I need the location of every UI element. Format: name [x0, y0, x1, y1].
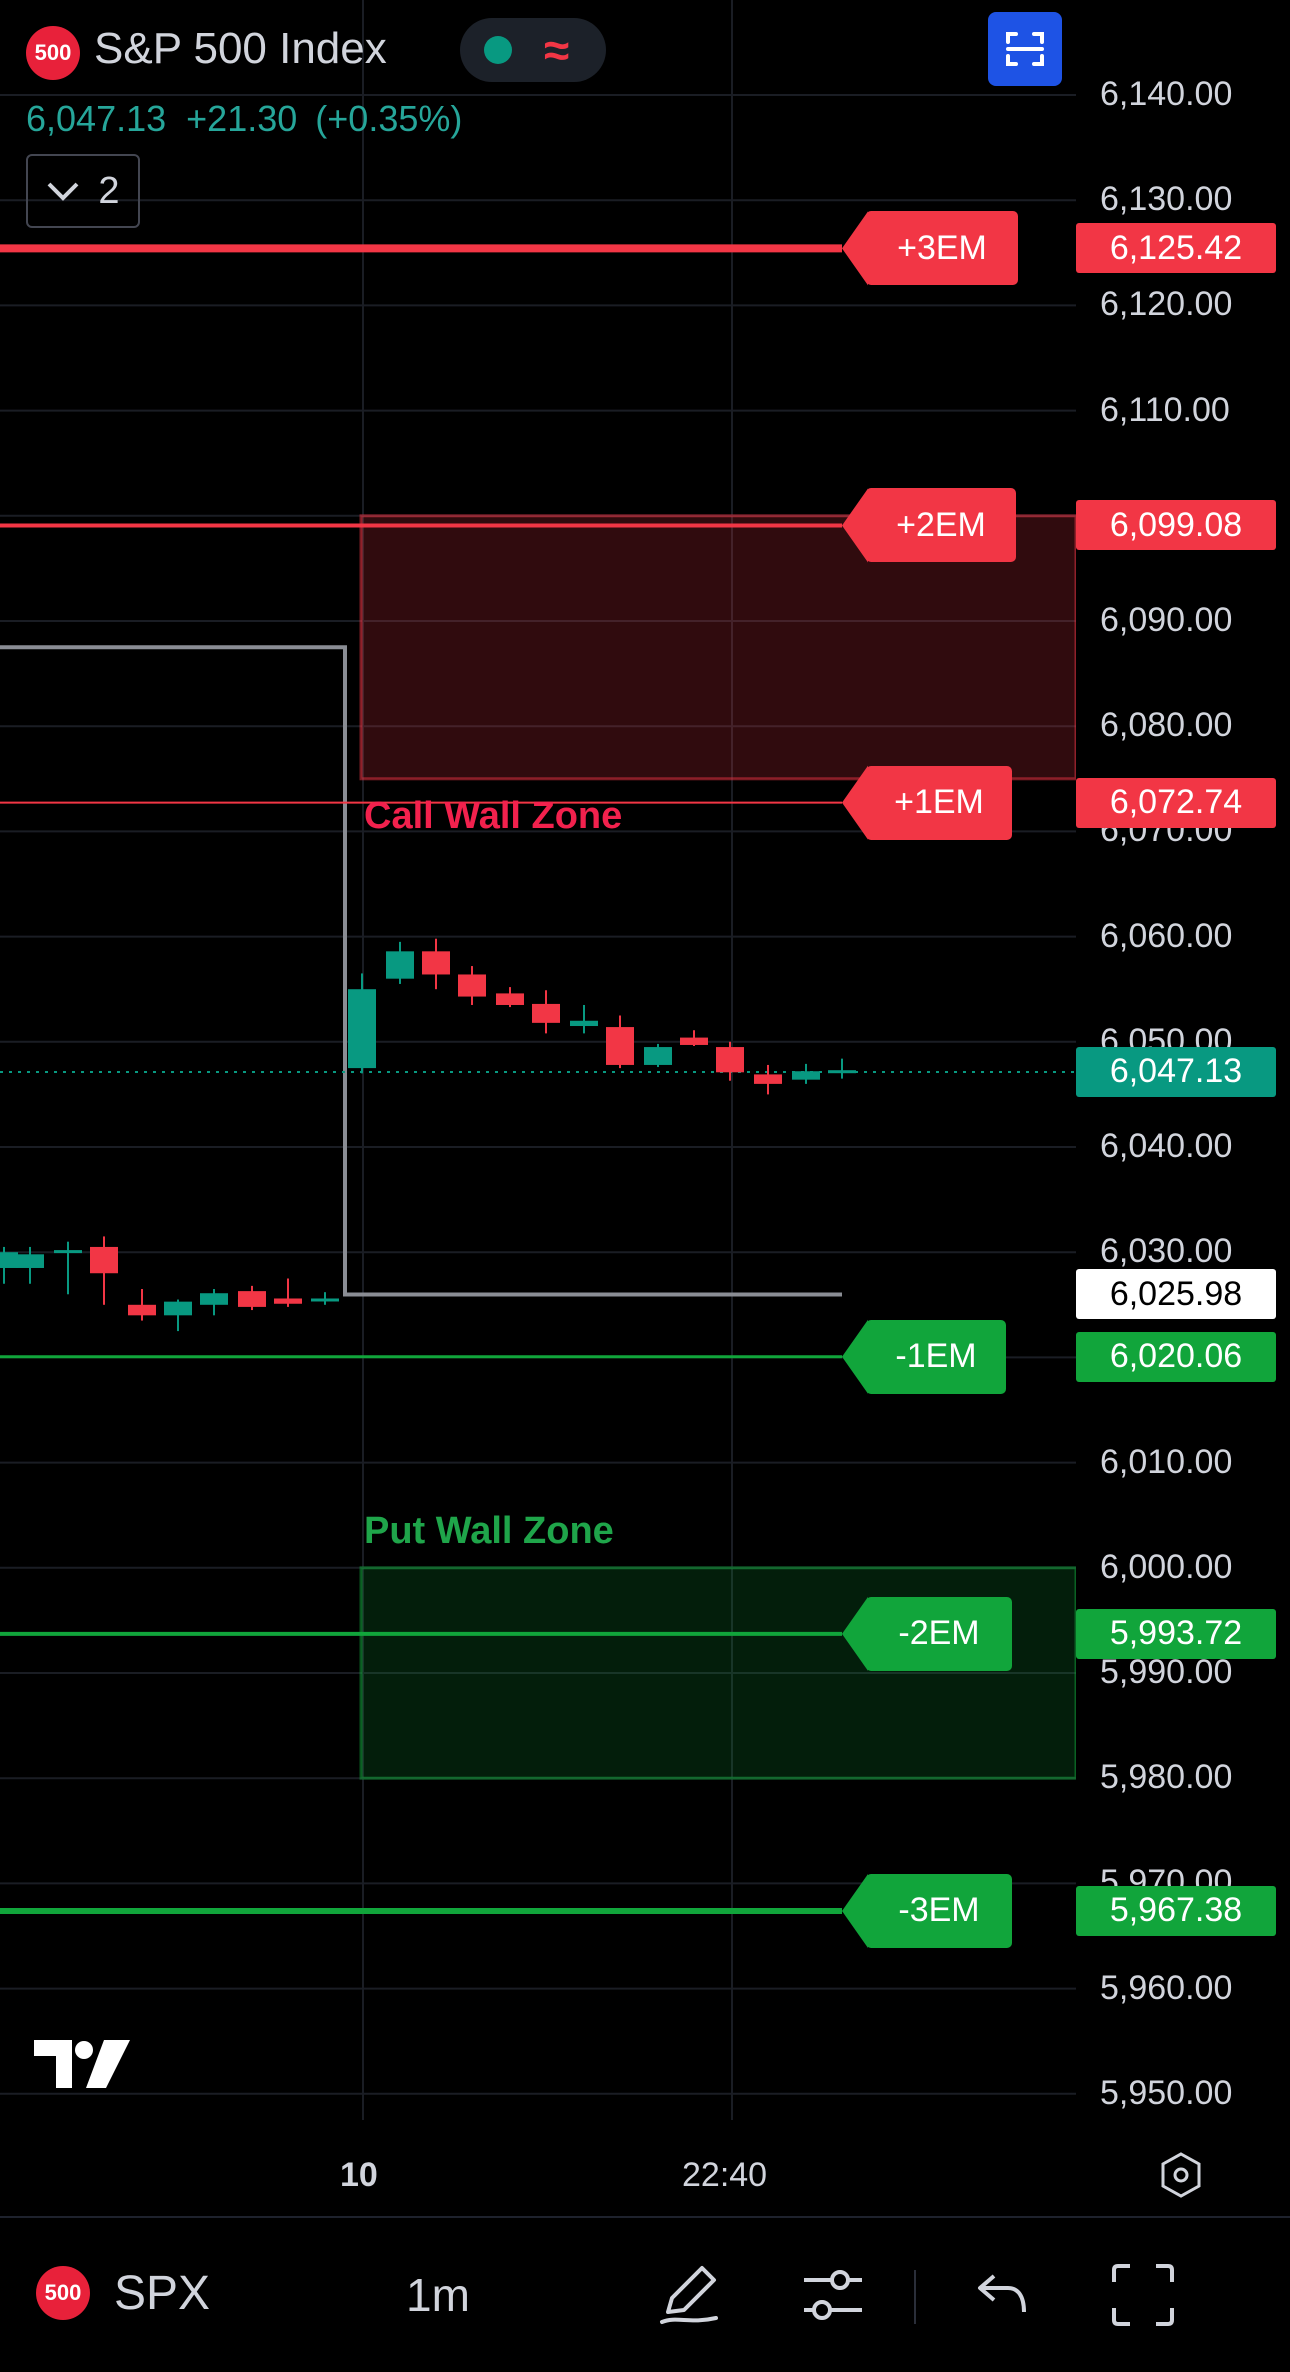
toolbar-divider — [914, 2270, 916, 2324]
price-tag: 6,099.08 — [1076, 500, 1276, 551]
price-axis-tick: 6,090.00 — [1100, 601, 1233, 639]
candle-body — [348, 989, 376, 1069]
em-label: +2EM — [866, 488, 1016, 563]
candle-body — [680, 1037, 708, 1045]
candle-body — [644, 1047, 672, 1065]
price-axis-tick: 6,080.00 — [1100, 706, 1233, 745]
indicator-count: 2 — [98, 169, 120, 212]
symbol-logo: 500 — [26, 26, 80, 80]
time-label-10: 10 — [340, 2156, 378, 2194]
price-tag: 6,025.98 — [1076, 1269, 1276, 1320]
candle-body — [128, 1304, 156, 1316]
page-title[interactable]: S&P 500 Index — [94, 24, 387, 73]
candle-body — [164, 1301, 192, 1316]
fullscreen-button[interactable] — [988, 12, 1062, 86]
session-range-box — [0, 645, 842, 1297]
price-axis-tick: 5,990.00 — [1100, 1653, 1233, 1691]
price-axis-tick: 6,040.00 — [1100, 1127, 1233, 1165]
price-axis-tick: 5,980.00 — [1100, 1758, 1233, 1797]
candle-body — [386, 951, 414, 979]
quote-change: +21.30 — [186, 98, 298, 139]
candle-body — [792, 1071, 820, 1080]
em-label-arrow — [842, 1873, 868, 1948]
candle-body — [238, 1291, 266, 1307]
em-label-arrow — [842, 1319, 868, 1394]
tradingview-logo-icon[interactable] — [34, 2040, 130, 2088]
bottom-toolbar: 500 SPX 1m — [0, 2216, 1290, 2372]
pen-icon[interactable] — [656, 2260, 724, 2328]
candle-body — [532, 1003, 560, 1023]
undo-icon[interactable] — [974, 2268, 1030, 2320]
candle-body — [422, 951, 450, 975]
em-label: -1EM — [866, 1319, 1006, 1394]
em-label: +1EM — [866, 765, 1012, 840]
em-label: -3EM — [866, 1873, 1012, 1948]
candle-body — [606, 1027, 634, 1065]
em-label: -2EM — [866, 1596, 1012, 1671]
candle-body — [828, 1070, 856, 1074]
price-tag: 6,020.06 — [1076, 1331, 1276, 1382]
em-label-arrow — [842, 1596, 868, 1671]
candle-body — [0, 1252, 18, 1268]
em-label-arrow — [842, 765, 868, 840]
price-axis-tick: 5,960.00 — [1100, 1968, 1233, 2007]
chevron-down-icon — [48, 182, 79, 201]
symbol-button[interactable]: SPX — [114, 2267, 211, 2320]
em-label-arrow — [842, 488, 868, 563]
wave-icon: ≈ — [544, 24, 570, 76]
price-axis-tick: 6,000.00 — [1100, 1547, 1233, 1586]
price-tag: 6,047.13 — [1076, 1046, 1276, 1097]
price-axis-tick: 6,140.00 — [1100, 75, 1233, 113]
collapse-indicators-button[interactable]: 2 — [26, 154, 140, 228]
call-wall-zone-label: Call Wall Zone — [364, 794, 623, 837]
candle-body — [496, 993, 524, 1005]
screen-expand-icon — [1006, 32, 1044, 66]
price-axis-tick: 6,030.00 — [1100, 1232, 1233, 1271]
quote-line: 6,047.13 +21.30 (+0.35%) — [26, 98, 462, 140]
price-tag: 5,967.38 — [1076, 1885, 1276, 1936]
price-tag: 6,125.42 — [1076, 223, 1276, 274]
price-axis-tick: 6,060.00 — [1100, 916, 1233, 955]
price-axis-tick: 6,010.00 — [1100, 1442, 1233, 1481]
put-wall-zone-label: Put Wall Zone — [364, 1509, 614, 1552]
settings-hexagon-icon[interactable] — [1156, 2150, 1206, 2200]
candle-body — [200, 1293, 228, 1305]
interval-button[interactable]: 1m — [406, 2269, 470, 2321]
price-axis-tick: 6,130.00 — [1100, 180, 1233, 219]
candle-body — [458, 974, 486, 997]
em-label: +3EM — [866, 211, 1018, 286]
time-label-2240: 22:40 — [682, 2156, 768, 2194]
price-axis-tick: 5,950.00 — [1100, 2073, 1233, 2112]
price-axis-tick: 6,110.00 — [1100, 390, 1230, 429]
candle-body — [716, 1047, 744, 1073]
candle-body — [570, 1020, 598, 1027]
candle-body — [90, 1246, 118, 1274]
price-tag: 6,072.74 — [1076, 777, 1276, 828]
indicator-toggle[interactable]: ≈ — [460, 18, 606, 82]
toolbar-symbol-logo: 500 — [36, 2266, 90, 2320]
candle-body — [311, 1298, 339, 1302]
candle-body — [54, 1250, 82, 1254]
candle-body — [16, 1254, 44, 1268]
quote-price: 6,047.13 — [26, 98, 167, 139]
sliders-icon[interactable] — [800, 2264, 866, 2326]
price-tag: 5,993.72 — [1076, 1608, 1276, 1659]
candle-body — [274, 1298, 302, 1304]
price-axis-tick: 6,120.00 — [1100, 285, 1233, 324]
candle-body — [754, 1074, 782, 1084]
em-label-arrow — [842, 211, 868, 286]
quote-change-pct: (+0.35%) — [315, 98, 463, 139]
status-dot-icon — [484, 36, 512, 64]
frame-icon[interactable] — [1110, 2262, 1176, 2328]
